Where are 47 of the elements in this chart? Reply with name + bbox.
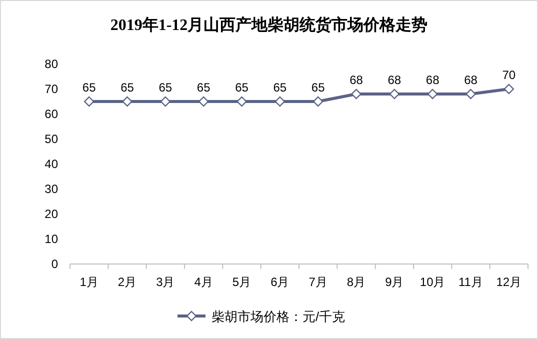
x-tick-label: 10月 xyxy=(420,275,446,289)
data-label: 68 xyxy=(426,73,440,87)
y-tick-label: 60 xyxy=(44,107,58,121)
point xyxy=(466,88,476,100)
point xyxy=(122,96,132,107)
chart-title: 2019年1-12月山西产地柴胡统货市场价格走势 xyxy=(110,16,428,34)
x-tick-label: 1月 xyxy=(80,275,98,289)
data-label: 65 xyxy=(158,80,172,94)
point xyxy=(504,84,514,94)
data-label: 70 xyxy=(502,68,516,82)
x-tick-label: 9月 xyxy=(385,275,404,289)
y-tick-label: 50 xyxy=(44,132,58,146)
y-tick-label: 30 xyxy=(44,182,58,196)
legend-label: 柴胡市场价格：元/千克 xyxy=(212,309,346,324)
data-label: 65 xyxy=(196,80,211,94)
data-label: 68 xyxy=(388,73,402,87)
x-tick-label: 8月 xyxy=(346,275,366,289)
point xyxy=(351,88,362,100)
y-tick-label: 10 xyxy=(44,232,58,246)
point xyxy=(427,88,438,100)
x-tick-label: 2月 xyxy=(118,275,137,289)
y-tick-label: 70 xyxy=(44,82,58,96)
point xyxy=(198,96,209,107)
y-tick-label: 0 xyxy=(51,257,58,271)
x-tick-label: 5月 xyxy=(232,275,252,289)
point xyxy=(274,96,286,107)
data-label: 68 xyxy=(350,73,364,87)
x-tick-label: 4月 xyxy=(194,275,213,289)
y-tick-label: 80 xyxy=(44,57,58,71)
y-tick-label: 40 xyxy=(44,157,58,171)
x-tick-label: 12月 xyxy=(496,275,522,289)
y-tick-label: 20 xyxy=(44,207,58,221)
data-label: 65 xyxy=(120,80,134,94)
point xyxy=(389,88,400,100)
data-label: 65 xyxy=(273,80,287,94)
data-label: 65 xyxy=(235,80,249,94)
data-label: 65 xyxy=(311,80,326,94)
data-label: 68 xyxy=(464,73,478,87)
point xyxy=(236,96,247,107)
data-label: 65 xyxy=(82,80,96,94)
x-tick-label: 3月 xyxy=(156,275,175,289)
x-tick-label: 6月 xyxy=(270,275,290,289)
x-tick-label: 11月 xyxy=(458,275,483,289)
x-tick-label: 7月 xyxy=(308,275,328,289)
point xyxy=(312,96,324,107)
point xyxy=(160,96,171,107)
point xyxy=(84,96,94,107)
